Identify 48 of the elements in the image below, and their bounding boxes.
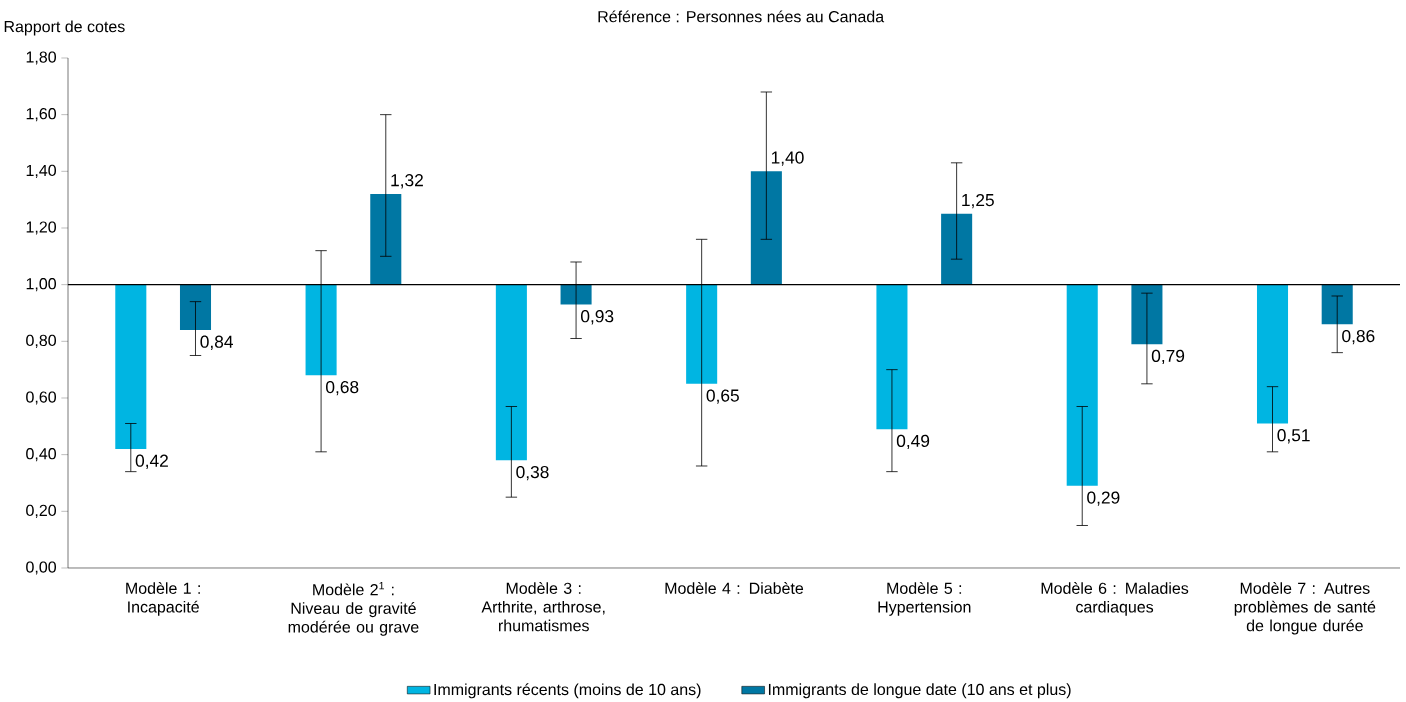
bar	[1131, 284, 1163, 345]
data-label: 0,42	[135, 454, 168, 469]
data-label: 1,25	[962, 193, 994, 209]
y-tick-label: 0,80	[26, 334, 57, 348]
x-tick-label: Modèle 7 : Autres problèmes de santé de longue durée	[1234, 582, 1376, 635]
y-tick-label: 1,60	[26, 108, 57, 122]
data-label: 0,84	[200, 335, 233, 350]
data-label: 1,40	[771, 151, 804, 166]
data-label: 0,49	[896, 434, 930, 450]
bar	[305, 284, 337, 376]
data-label: 0,86	[1342, 329, 1375, 345]
data-label: 0,65	[706, 389, 739, 404]
bar	[876, 284, 908, 430]
data-label: 0,51	[1277, 429, 1310, 444]
data-label: 1,32	[391, 174, 423, 189]
data-label: 0,38	[516, 465, 549, 481]
x-tick-label: Modèle 1 : Incapacité	[126, 582, 200, 616]
y-tick-label: 0,00	[26, 561, 57, 575]
y-tick-label: 0,40	[26, 448, 57, 462]
bar	[179, 284, 212, 330]
y-tick-label: 1,00	[26, 278, 57, 292]
data-label: 0,93	[581, 310, 614, 325]
x-tick-label: Modèle 4 : Diabète	[665, 582, 804, 594]
y-tick-label: 0,20	[26, 504, 57, 518]
data-label: 0,29	[1087, 491, 1120, 506]
y-tick-label: 1,40	[26, 164, 57, 178]
chart-title: Référence : Personnes nées au Canada	[598, 10, 885, 23]
y-tick-label: 1,80	[26, 51, 57, 65]
y-tick-label: 1,20	[26, 221, 57, 235]
x-tick-label: Modèle 3 : Arthrite, arthrose, rhumatismes	[481, 582, 605, 632]
data-label: 0,79	[1151, 349, 1185, 365]
y-tick-label: 0,60	[26, 391, 57, 405]
bar	[1321, 284, 1353, 325]
bar	[495, 284, 527, 461]
bar	[1256, 284, 1289, 424]
bar	[941, 213, 973, 285]
bar	[686, 284, 718, 384]
y-axis-title: Rapport de cotes	[4, 20, 125, 36]
bar	[115, 284, 147, 449]
bar	[750, 171, 782, 285]
x-tick-label: Modèle 6 : Maladies cardiaques	[1041, 582, 1189, 616]
data-label: 0,68	[326, 380, 359, 396]
legend-label: Immigrants de longue date (10 ans et plus)	[768, 683, 1071, 699]
bar	[370, 193, 402, 285]
bar	[1066, 284, 1098, 486]
x-tick-label: Modèle 5 : Hypertension	[878, 582, 971, 616]
x-tick-label: Modèle 2$^{1}$ : Niveau de gravité modérée ou grave	[288, 582, 419, 636]
legend-label: Immigrants récents (moins de 10 ans)	[434, 683, 701, 699]
